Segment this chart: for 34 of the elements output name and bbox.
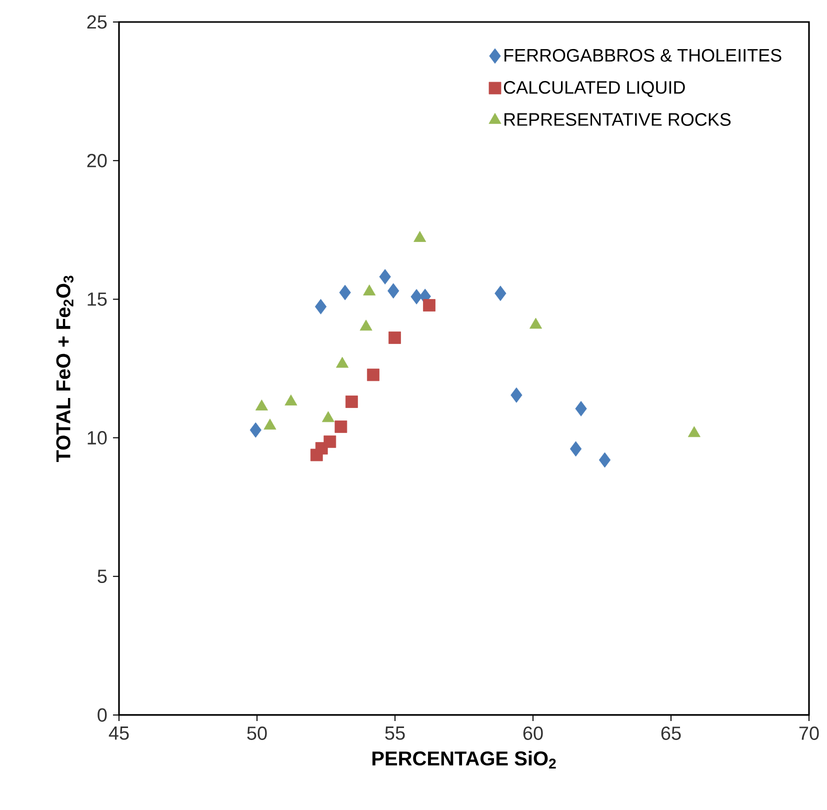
y-tick-label: 20 xyxy=(87,154,107,168)
point xyxy=(339,284,351,300)
legend-label: REPRESENTATIVE ROCKS xyxy=(504,113,731,126)
point xyxy=(379,269,391,284)
y-axis-title: TOTAL FeO + Fe$_{2}$O$_{3}$ xyxy=(56,276,74,462)
point xyxy=(314,298,327,314)
point xyxy=(575,400,587,416)
point xyxy=(494,286,506,302)
x-tick-label: 65 xyxy=(661,726,681,740)
point xyxy=(410,288,422,304)
y-tick-label: 0 xyxy=(98,708,107,722)
x-tick-label: 70 xyxy=(799,726,819,740)
y-tick-label: 25 xyxy=(87,15,107,29)
point xyxy=(423,299,436,312)
point xyxy=(598,452,611,468)
y-tick-label: 5 xyxy=(98,570,107,584)
x-tick-label: 60 xyxy=(523,726,543,740)
y-tick-label: 15 xyxy=(88,292,107,306)
point xyxy=(324,435,336,448)
point xyxy=(345,396,358,408)
y-tick-label: 10 xyxy=(88,431,107,445)
x-tick-label: 45 xyxy=(108,726,129,740)
x-tick-label: 50 xyxy=(247,726,267,740)
point xyxy=(388,283,400,299)
point xyxy=(570,441,582,457)
point xyxy=(250,422,262,438)
point xyxy=(388,332,401,344)
point xyxy=(367,368,380,382)
x-axis-title: PERCENTAGE SiO$_{2}$ xyxy=(372,750,556,768)
x-tick-label: 55 xyxy=(385,726,405,740)
legend-label: CALCULATED LIQUID xyxy=(504,81,685,98)
point xyxy=(510,387,522,403)
point xyxy=(334,420,348,433)
legend-label: FERROGABBROS & THOLEIITES xyxy=(504,48,782,62)
